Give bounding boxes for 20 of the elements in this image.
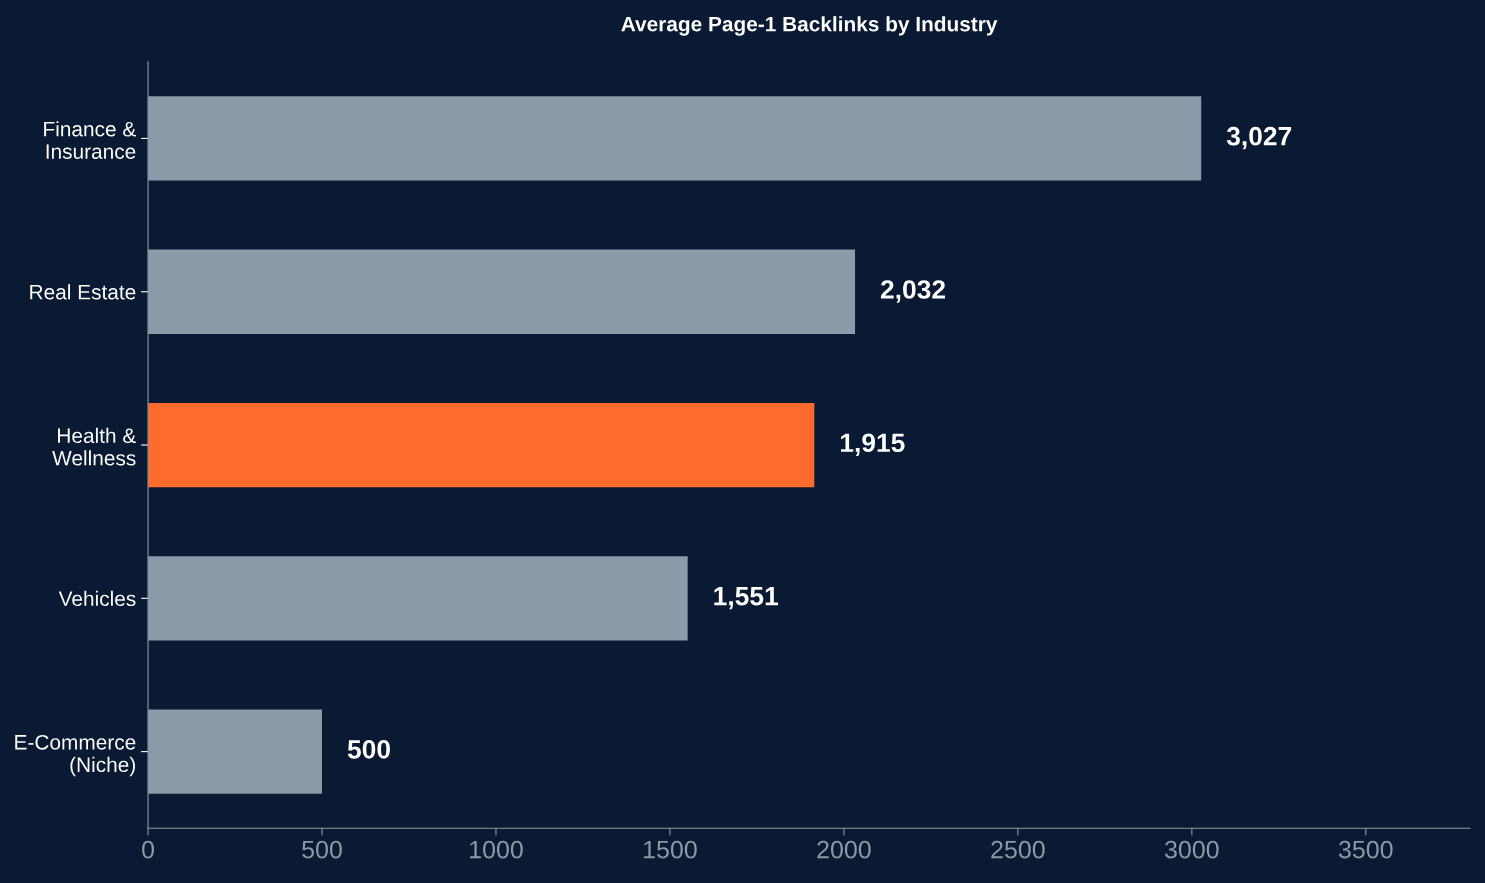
chart-title: Average Page-1 Backlinks by Industry xyxy=(621,16,998,36)
x-tick-label: 3500 xyxy=(1338,840,1393,859)
data-label: 2,032 xyxy=(880,280,946,303)
y-tick-label: E-Commerce (Niche) xyxy=(15,734,136,777)
data-label: 1,551 xyxy=(714,586,778,610)
data-label: 3,027 xyxy=(1226,126,1292,150)
x-tick-label: 1000 xyxy=(470,840,523,859)
y-tick-label: Health & Wellness xyxy=(52,427,136,466)
data-label: 500 xyxy=(347,740,390,759)
x-tick-label: 2000 xyxy=(817,840,871,859)
y-tick-label: Vehicles xyxy=(58,590,136,607)
bar xyxy=(148,402,815,488)
y-tick-label: Real Estate xyxy=(30,284,136,300)
x-tick-label: 2500 xyxy=(991,840,1045,859)
x-tick-label: 500 xyxy=(302,840,342,859)
data-label: 1,915 xyxy=(840,433,905,456)
x-tick-label: 1500 xyxy=(644,840,697,859)
x-tick-label: 3000 xyxy=(1164,840,1219,859)
x-tick-label: 0 xyxy=(142,840,155,859)
y-tick-label: Finance & Insurance xyxy=(44,121,136,159)
